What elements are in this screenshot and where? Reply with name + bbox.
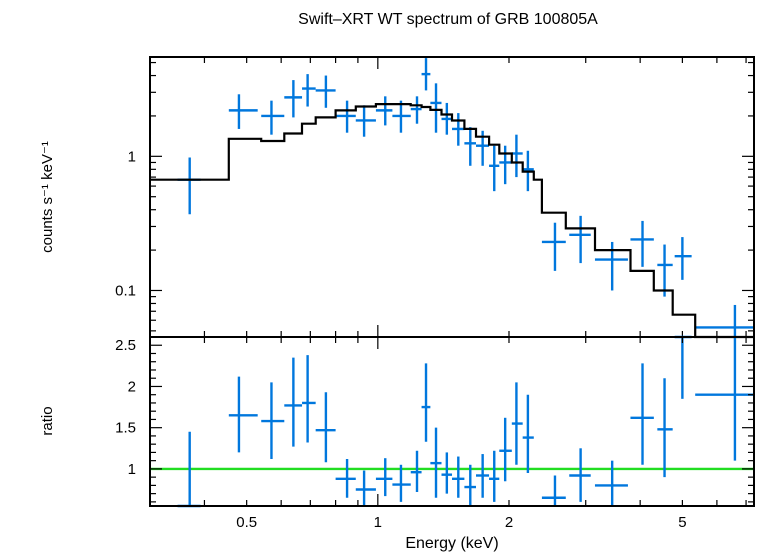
ratio-point [511, 382, 523, 465]
ratio-point [228, 376, 258, 453]
spectrum-point [499, 145, 512, 185]
ratio-point [410, 450, 422, 492]
top-model-layer [150, 103, 754, 339]
spectrum-point [315, 75, 336, 108]
bottom-data-layer [177, 335, 754, 508]
spectrum-point [464, 127, 477, 166]
x-tick-label: 1 [374, 514, 382, 531]
spectrum-point [355, 105, 376, 137]
ratio-point [489, 450, 500, 502]
bottom-y-axis-label: ratio [39, 406, 56, 435]
ratio-point [695, 337, 754, 461]
ratio-point [392, 464, 411, 502]
ratio-point [499, 417, 512, 482]
spectrum-point [410, 96, 422, 124]
spectrum-point [375, 96, 393, 126]
spectrum-point [489, 145, 500, 192]
ratio-point [464, 464, 477, 506]
spectrum-point [335, 100, 356, 133]
bottom-ticks-layer: 0.5 1 2 5 1 1.5 2 2.5 [115, 336, 754, 531]
ratio-point [441, 452, 453, 494]
ratio-point [657, 378, 673, 478]
ratio-point [261, 382, 285, 460]
spectrum-point [452, 113, 465, 146]
bottom-panel: 0.5 1 2 5 1 1.5 2 2.5 ratio Energy (keV) [39, 335, 755, 552]
ratio-point [421, 363, 431, 442]
spectrum-point [657, 244, 673, 297]
spectrum-point [302, 74, 316, 107]
spectrum-point [392, 100, 411, 133]
top-panel: 10.1 counts s⁻¹ keV⁻¹ [39, 56, 755, 339]
spectrum-point [228, 94, 258, 129]
spectrum-point [261, 100, 285, 135]
ratio-point [315, 392, 336, 463]
bottom-frame [149, 336, 755, 507]
ratio-point [674, 335, 692, 399]
x-axis-label: Energy (keV) [405, 535, 498, 552]
ratio-point [452, 456, 465, 498]
x-tick-label: 0.5 [236, 514, 257, 531]
chart-title: Swift–XRT WT spectrum of GRB 100805A [298, 11, 598, 28]
spectrum-point [284, 80, 303, 118]
ratio-point [284, 357, 303, 447]
y-tick-label: 2 [128, 378, 136, 395]
ratio-point [355, 470, 376, 506]
x-tick-label: 5 [678, 514, 686, 531]
spectrum-point [177, 157, 201, 215]
ratio-point [594, 460, 628, 506]
spectrum-point [421, 58, 431, 91]
spectrum-point [569, 215, 591, 264]
spectrum-point [430, 83, 442, 133]
y-tick-label: 1 [128, 148, 136, 165]
y-tick-label: 2.5 [115, 337, 136, 354]
ratio-point [630, 363, 654, 465]
y-tick-label: 1 [128, 461, 136, 478]
top-y-axis-label: counts s⁻¹ keV⁻¹ [39, 141, 56, 253]
y-tick-label: 1.5 [115, 420, 136, 437]
ratio-point [522, 394, 534, 474]
ratio-point [430, 427, 442, 498]
ratio-point [569, 448, 591, 502]
spectrum-point [541, 222, 566, 271]
ratio-point [335, 459, 356, 498]
spectrum-point [511, 134, 523, 178]
ratio-point [541, 475, 566, 506]
spectrum-point [695, 304, 754, 337]
top-ticks-layer: 10.1 [115, 57, 754, 337]
y-tick-label: 0.1 [115, 282, 136, 299]
model-step-line [150, 103, 754, 339]
spectrum-point [441, 102, 453, 135]
ratio-point [302, 355, 316, 443]
x-tick-label: 2 [505, 514, 513, 531]
spectrum-point [630, 220, 654, 267]
top-data-layer [177, 58, 754, 337]
ratio-point [375, 458, 393, 497]
ratio-point [476, 454, 490, 498]
spectrum-point [674, 237, 692, 280]
